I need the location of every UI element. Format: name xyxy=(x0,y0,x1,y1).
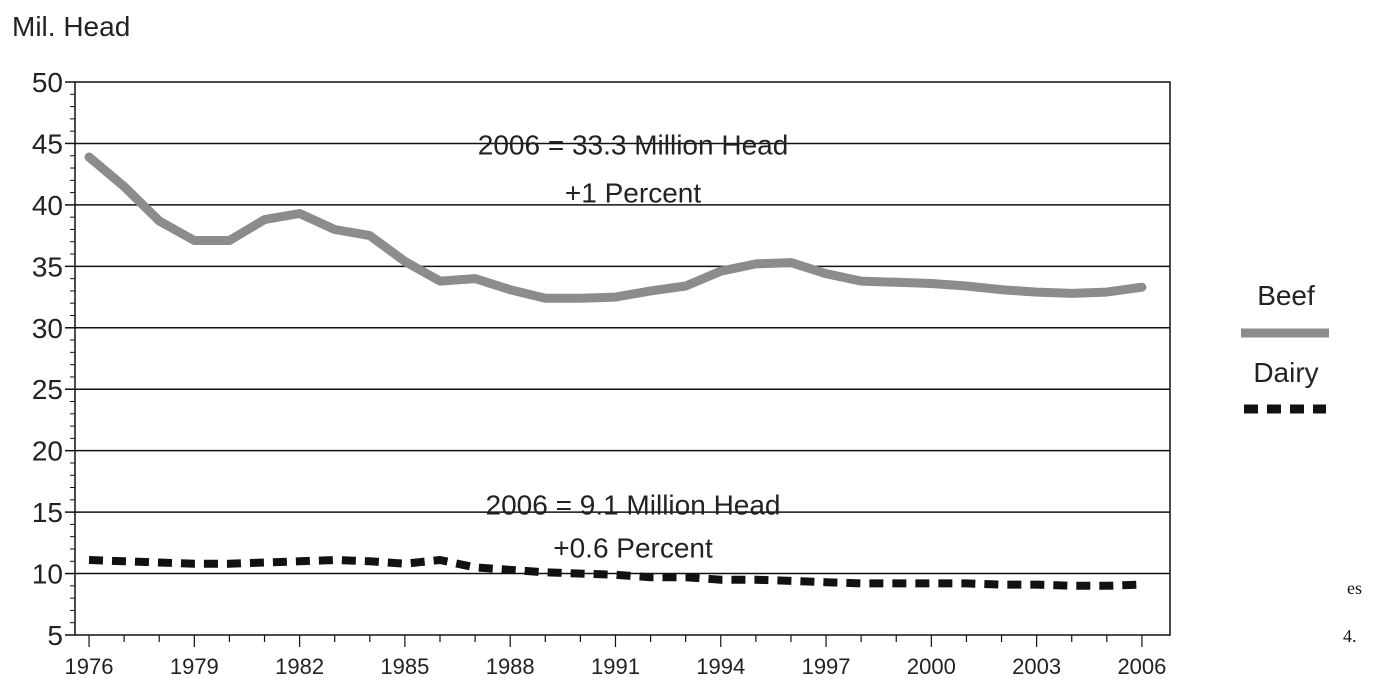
x-axis-ticks: 1976 1979 1982 1985 1988 1991 1994 1997 2000 2003… xyxy=(65,635,1166,679)
legend-label-beef: Beef xyxy=(1257,280,1315,311)
x-tick-label-1985: 1985 xyxy=(380,654,429,679)
annotation-1-line-0: 2006 = 9.1 Million Head xyxy=(486,490,781,521)
x-tick-label-2000: 2000 xyxy=(907,654,956,679)
x-tick-label-2003: 2003 xyxy=(1012,654,1061,679)
series-lines xyxy=(84,152,1147,590)
series-line-beef xyxy=(84,152,1147,303)
x-tick-label-2006: 2006 xyxy=(1117,654,1166,679)
x-tick-label-1976: 1976 xyxy=(65,654,114,679)
y-tick-label-10: 10 xyxy=(32,559,63,590)
series-line-dairy xyxy=(88,556,1143,590)
x-tick-label-1979: 1979 xyxy=(170,654,219,679)
y-tick-label-20: 20 xyxy=(32,436,63,467)
annotation-1-line-1: +0.6 Percent xyxy=(553,533,713,564)
annotation-0-line-1: +1 Percent xyxy=(565,178,701,209)
y-tick-label-40: 40 xyxy=(32,190,63,221)
y-tick-label-5: 5 xyxy=(47,620,63,651)
x-tick-label-1994: 1994 xyxy=(696,654,745,679)
grid-lines xyxy=(75,142,1170,575)
annotations: 2006 = 33.3 Million Head +1 Percent 2006 =… xyxy=(478,130,789,564)
y-tick-label-25: 25 xyxy=(32,374,63,405)
y-tick-label-50: 50 xyxy=(32,67,63,98)
y-axis-label: Mil. Head xyxy=(12,11,130,42)
y-tick-label-30: 30 xyxy=(32,313,63,344)
y-axis-ticks: 5 10 15 20 25 30 35 40 45 50 xyxy=(32,67,75,651)
stray-text-1: es xyxy=(1347,578,1362,598)
legend: Beef Dairy xyxy=(1241,280,1329,414)
y-tick-label-15: 15 xyxy=(32,497,63,528)
x-tick-label-1988: 1988 xyxy=(486,654,535,679)
x-tick-label-1991: 1991 xyxy=(591,654,640,679)
legend-label-dairy: Dairy xyxy=(1253,357,1318,388)
annotation-0-line-0: 2006 = 33.3 Million Head xyxy=(478,130,789,161)
x-tick-label-1997: 1997 xyxy=(802,654,851,679)
y-tick-label-45: 45 xyxy=(32,128,63,159)
y-tick-label-35: 35 xyxy=(32,251,63,282)
x-tick-label-1982: 1982 xyxy=(275,654,324,679)
plot-frame xyxy=(74,81,1171,636)
stray-text-2: 4. xyxy=(1343,626,1357,646)
